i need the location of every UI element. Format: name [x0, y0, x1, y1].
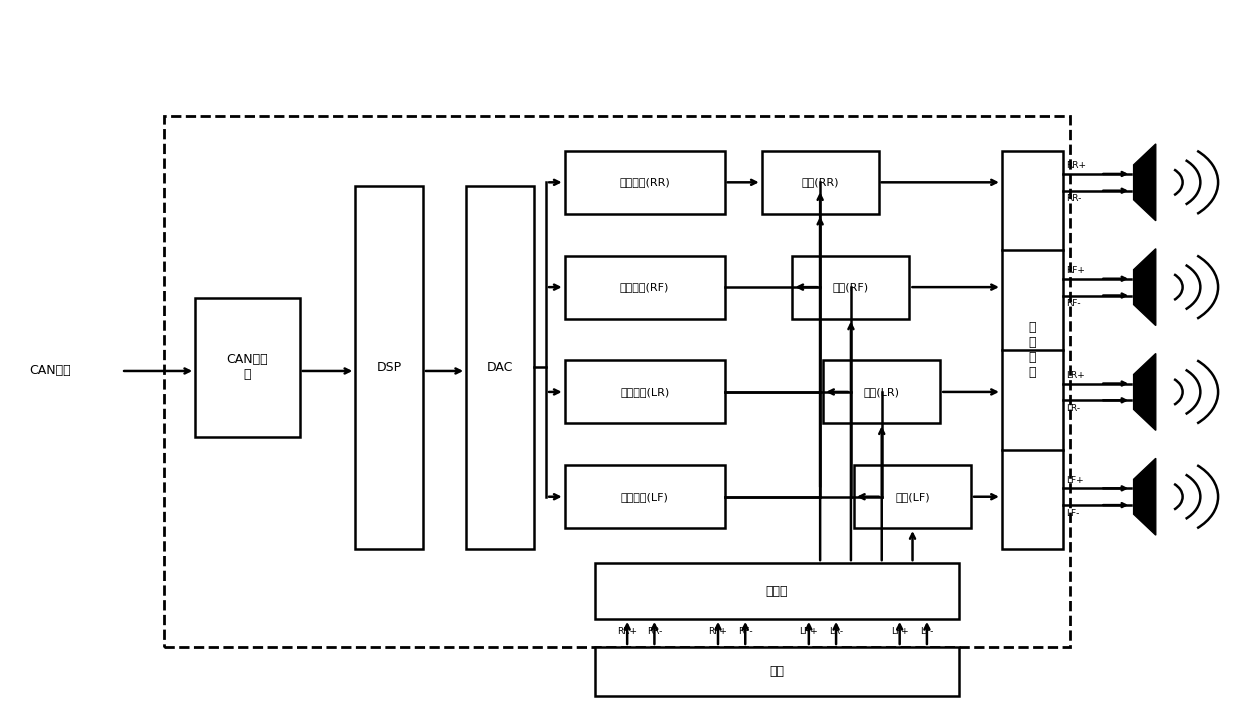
Text: 高转低: 高转低 [766, 585, 789, 597]
Text: RR+: RR+ [618, 627, 637, 636]
Text: RF-: RF- [738, 627, 753, 636]
FancyBboxPatch shape [595, 563, 959, 619]
Text: CAN收发
器: CAN收发 器 [227, 354, 268, 382]
FancyBboxPatch shape [761, 151, 879, 214]
Text: 功
放
芯
片: 功 放 芯 片 [1029, 321, 1037, 379]
Text: 混音(RR): 混音(RR) [801, 177, 839, 187]
Text: 低通滤波(LF): 低通滤波(LF) [621, 492, 668, 502]
Text: 低通滤波(RR): 低通滤波(RR) [619, 177, 670, 187]
FancyBboxPatch shape [595, 647, 959, 696]
Polygon shape [1133, 458, 1156, 535]
FancyBboxPatch shape [792, 256, 909, 319]
Text: RR-: RR- [647, 627, 662, 636]
FancyBboxPatch shape [355, 186, 423, 549]
FancyBboxPatch shape [564, 151, 724, 214]
Text: RR+: RR+ [1066, 161, 1086, 170]
Text: LF+: LF+ [890, 627, 909, 636]
FancyBboxPatch shape [564, 256, 724, 319]
Text: CAN总线: CAN总线 [29, 365, 71, 378]
Text: LR-: LR- [830, 627, 843, 636]
Text: 车机: 车机 [770, 665, 785, 678]
Text: LR-: LR- [1066, 404, 1080, 413]
FancyBboxPatch shape [854, 465, 971, 528]
Text: LF-: LF- [920, 627, 934, 636]
FancyBboxPatch shape [195, 298, 300, 438]
Polygon shape [1133, 249, 1156, 325]
FancyBboxPatch shape [823, 361, 940, 423]
Text: RF+: RF+ [1066, 267, 1085, 275]
Text: DSP: DSP [377, 361, 402, 374]
Text: LR+: LR+ [1066, 371, 1085, 380]
Text: LF-: LF- [1066, 508, 1079, 518]
Text: 低通滤波(RF): 低通滤波(RF) [620, 282, 670, 292]
Text: RR-: RR- [1066, 194, 1081, 203]
Text: 混音(LR): 混音(LR) [864, 387, 900, 397]
Text: RF-: RF- [1066, 299, 1080, 308]
FancyBboxPatch shape [564, 465, 724, 528]
Text: 混音(RF): 混音(RF) [833, 282, 869, 292]
Text: DAC: DAC [487, 361, 513, 374]
Text: 低通滤波(LR): 低通滤波(LR) [620, 387, 670, 397]
FancyBboxPatch shape [564, 361, 724, 423]
Text: RF+: RF+ [708, 627, 728, 636]
Text: LF+: LF+ [1066, 476, 1084, 485]
Text: LR+: LR+ [800, 627, 818, 636]
Text: 混音(LF): 混音(LF) [895, 492, 930, 502]
FancyBboxPatch shape [466, 186, 533, 549]
Polygon shape [1133, 144, 1156, 221]
FancyBboxPatch shape [1002, 151, 1064, 549]
Polygon shape [1133, 354, 1156, 431]
